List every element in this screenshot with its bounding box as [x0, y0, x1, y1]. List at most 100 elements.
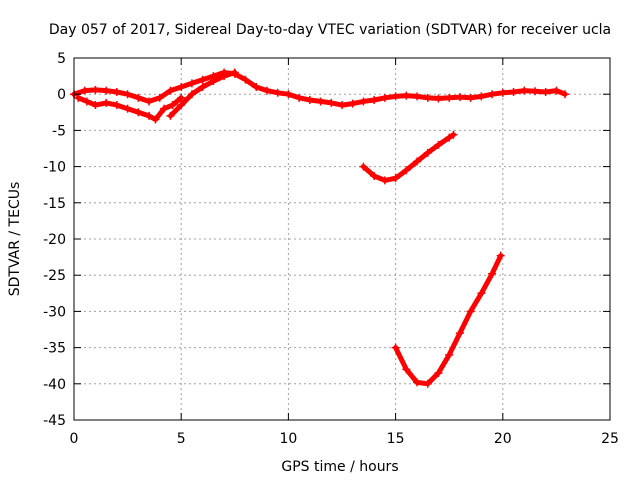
- data-point: [209, 77, 218, 86]
- data-point: [449, 130, 458, 139]
- data-point: [466, 307, 475, 316]
- chart-title: Day 057 of 2017, Sidereal Day-to-day VTE…: [49, 22, 611, 38]
- y-tick-label: -15: [43, 196, 66, 212]
- data-point: [402, 91, 411, 100]
- data-point: [488, 90, 497, 99]
- data-point: [166, 86, 175, 95]
- data-point: [168, 101, 177, 110]
- data-point: [391, 92, 400, 101]
- data-point: [520, 86, 529, 95]
- data-point: [123, 90, 132, 99]
- data-point: [123, 104, 132, 113]
- data-point: [241, 75, 250, 84]
- data-point: [102, 86, 111, 95]
- data-point: [434, 94, 443, 103]
- data-point: [391, 343, 400, 352]
- data-point: [498, 88, 507, 97]
- data-point: [166, 111, 175, 120]
- data-point: [295, 93, 304, 102]
- data-point: [74, 93, 83, 102]
- data-point: [477, 92, 486, 101]
- data-point: [370, 95, 379, 104]
- data-point: [423, 93, 432, 102]
- data-point: [496, 251, 505, 260]
- data-point: [477, 289, 486, 298]
- data-point: [160, 104, 169, 113]
- series: [359, 130, 458, 185]
- data-point: [488, 269, 497, 278]
- y-tick-label: -25: [43, 268, 66, 284]
- data-point: [102, 98, 111, 107]
- data-point: [230, 68, 239, 77]
- data-point: [552, 86, 561, 95]
- data-point: [455, 93, 464, 102]
- y-tick-label: -20: [43, 232, 66, 248]
- data-point: [112, 88, 121, 97]
- data-point: [413, 92, 422, 101]
- data-point: [262, 86, 271, 95]
- data-point: [413, 157, 422, 166]
- y-tick-label: -35: [43, 341, 66, 357]
- data-point: [145, 97, 154, 106]
- data-point: [509, 88, 518, 97]
- y-tick-label: -10: [43, 160, 66, 176]
- data-point: [338, 101, 346, 110]
- data-point: [530, 87, 539, 96]
- data-point: [145, 111, 154, 120]
- data-point: [560, 90, 569, 99]
- data-point: [445, 350, 454, 359]
- data-point: [445, 93, 454, 102]
- data-point: [391, 174, 400, 183]
- y-tick-label: -40: [43, 377, 66, 393]
- data-point: [402, 166, 411, 175]
- data-point: [177, 82, 186, 91]
- data-point: [434, 368, 443, 377]
- x-tick-label: 10: [279, 431, 297, 447]
- data-point: [177, 93, 186, 102]
- data-point: [445, 133, 454, 142]
- data-point: [423, 148, 432, 157]
- data-point: [91, 85, 100, 94]
- data-series: [70, 68, 569, 388]
- data-point: [423, 379, 432, 388]
- data-point: [252, 82, 261, 91]
- data-point: [198, 75, 207, 84]
- data-point: [380, 176, 389, 185]
- data-point: [413, 378, 422, 387]
- x-tick-label: 5: [177, 431, 186, 447]
- data-point: [91, 101, 100, 110]
- data-point: [380, 93, 389, 102]
- y-tick-label: -5: [52, 123, 66, 139]
- data-point: [348, 99, 357, 108]
- x-tick-label: 15: [387, 431, 405, 447]
- data-point: [327, 98, 336, 107]
- data-point: [82, 97, 91, 106]
- x-tick-label: 0: [70, 431, 79, 447]
- series: [166, 68, 239, 120]
- data-point: [80, 86, 89, 95]
- data-point: [316, 97, 325, 106]
- data-point: [187, 90, 196, 99]
- series: [74, 93, 186, 124]
- y-axis-label: SDTVAR / TECUs: [7, 182, 23, 297]
- data-point: [134, 108, 143, 117]
- y-tick-label: 5: [57, 51, 66, 67]
- x-tick-label: 20: [494, 431, 512, 447]
- grid: [74, 58, 610, 420]
- data-point: [402, 365, 411, 374]
- data-point: [541, 88, 550, 97]
- data-point: [134, 93, 143, 102]
- data-point: [359, 97, 368, 106]
- x-axis-label: GPS time / hours: [281, 459, 398, 475]
- series-line: [71, 70, 568, 108]
- series-line: [360, 132, 456, 183]
- y-tick-label: 0: [57, 87, 66, 103]
- data-point: [151, 115, 160, 124]
- y-tick-label: -45: [43, 413, 66, 429]
- data-point: [220, 72, 229, 81]
- y-tick-label: -30: [43, 304, 66, 320]
- series: [391, 251, 505, 388]
- data-point: [305, 95, 314, 104]
- data-point: [198, 82, 207, 91]
